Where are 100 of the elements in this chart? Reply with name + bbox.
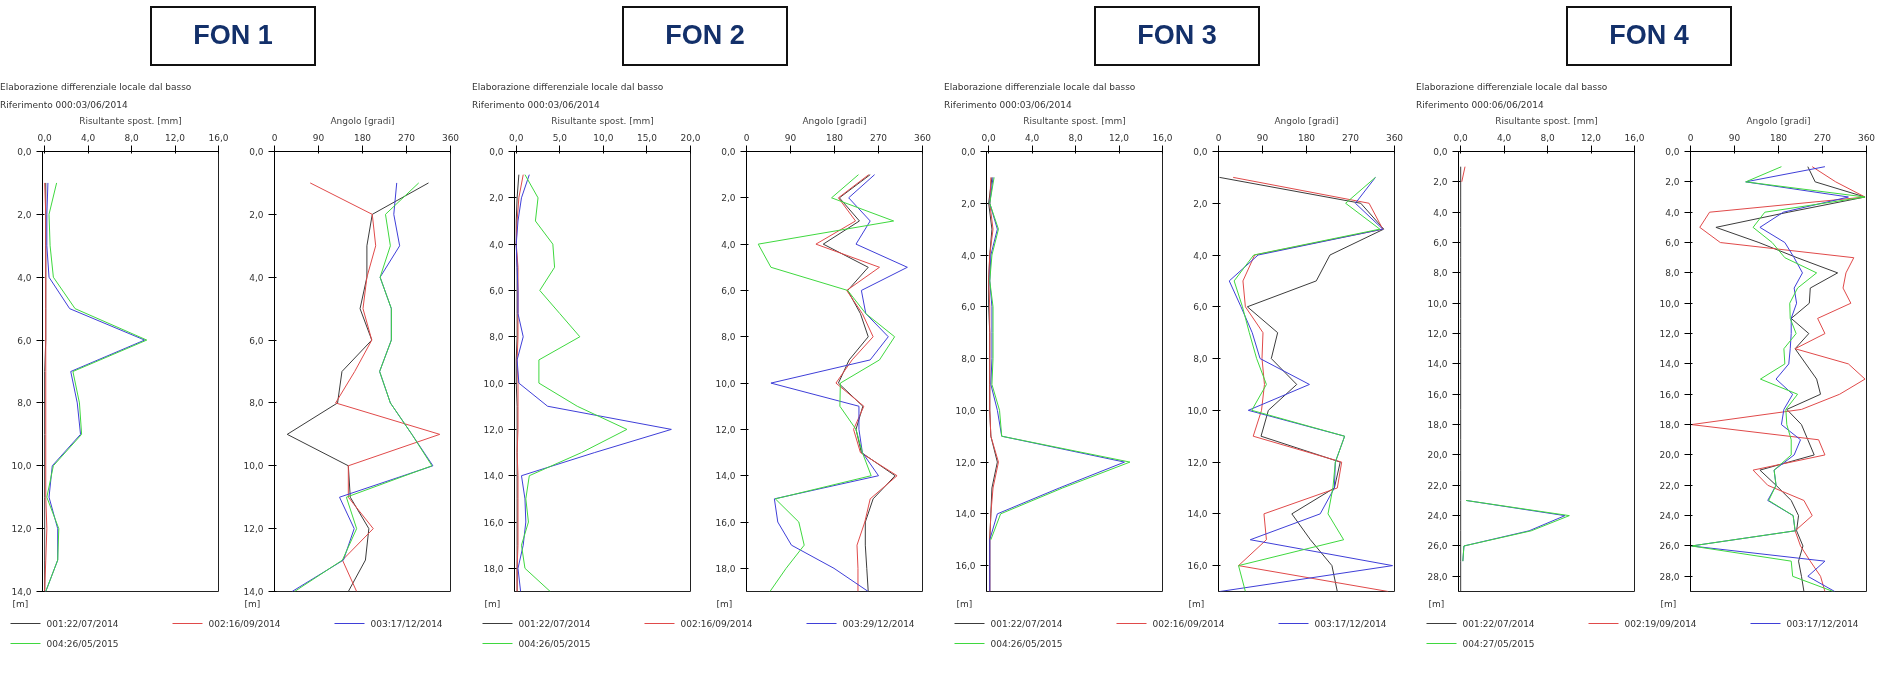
y-tick-label: 8,0	[17, 398, 32, 409]
y-tick-label: 12,0	[1427, 329, 1448, 340]
y-tick-label: 4,0	[249, 272, 264, 283]
x-tick-label: 16,0	[1152, 132, 1173, 143]
y-axis-title: [m]	[956, 598, 973, 609]
x-axis-title: Risultante spost. [mm]	[79, 115, 182, 126]
y-tick-label: 2,0	[721, 193, 736, 204]
y-axis-title: [m]	[484, 598, 501, 609]
y-tick-label: 12,0	[483, 424, 504, 435]
x-tick-label: 360	[441, 132, 460, 143]
y-tick-label: 14,0	[1427, 359, 1448, 370]
y-tick-label: 26,0	[1659, 541, 1680, 552]
y-tick-label: 6,0	[17, 335, 32, 346]
y-tick-label: 12,0	[11, 524, 32, 535]
legend-label: 001:22/07/2014	[518, 618, 591, 629]
y-tick-label: 10,0	[243, 461, 264, 472]
x-axis-title: Angolo [gradi]	[802, 115, 867, 126]
y-tick-label: 4,0	[17, 272, 32, 283]
x-tick-label: 0,0	[509, 132, 524, 143]
y-tick-label: 0,0	[249, 147, 264, 157]
y-tick-label: 0,0	[1433, 147, 1448, 157]
y-tick-label: 14,0	[955, 509, 976, 520]
legend-label: 004:26/05/2015	[46, 638, 119, 649]
legend-label: 001:22/07/2014	[1462, 618, 1535, 629]
y-tick-label: 10,0	[715, 378, 736, 389]
y-axis-title: [m]	[1428, 598, 1445, 609]
x-tick-label: 90	[1728, 132, 1741, 143]
y-axis-title: [m]	[1660, 598, 1677, 609]
y-tick-label: 8,0	[489, 332, 504, 343]
y-axis-title: [m]	[12, 598, 29, 609]
y-tick-label: 16,0	[715, 517, 736, 528]
x-tick-label: 4,0	[1024, 132, 1040, 143]
y-tick-label: 12,0	[955, 457, 976, 468]
y-tick-label: 24,0	[1659, 511, 1680, 522]
x-tick-label: 0	[743, 132, 750, 143]
x-tick-label: 180	[1769, 132, 1788, 143]
y-tick-label: 14,0	[1187, 509, 1208, 520]
y-tick-label: 14,0	[243, 587, 264, 597]
y-tick-label: 0,0	[721, 147, 736, 157]
y-tick-label: 12,0	[715, 424, 736, 435]
legend-label: 003:17/12/2014	[1314, 618, 1387, 629]
x-tick-label: 180	[353, 132, 372, 143]
text: Riferimento 000:03/06/2014	[0, 99, 128, 112]
y-tick-label: 2,0	[961, 198, 976, 209]
y-tick-label: 4,0	[1433, 207, 1448, 218]
x-tick-label: 90	[784, 132, 797, 143]
text: Riferimento 000:06/06/2014	[1416, 99, 1544, 112]
y-tick-label: 10,0	[1187, 405, 1208, 416]
y-tick-label: 12,0	[1659, 329, 1680, 340]
chart-subtitle: Elaborazione differenziale locale dal basso	[944, 81, 1136, 94]
x-tick-label: 180	[825, 132, 844, 143]
x-tick-label: 5,0	[552, 132, 568, 143]
y-tick-label: 8,0	[1665, 268, 1680, 279]
y-tick-label: 0,0	[1665, 147, 1680, 157]
x-tick-label: 0,0	[37, 132, 53, 143]
y-tick-label: 18,0	[1427, 420, 1448, 431]
legend-label: 003:17/12/2014	[370, 618, 443, 629]
y-tick-label: 4,0	[1193, 250, 1208, 261]
y-tick-label: 26,0	[1427, 541, 1448, 552]
y-tick-label: 6,0	[1433, 238, 1448, 249]
y-tick-label: 12,0	[1187, 457, 1208, 468]
y-tick-label: 8,0	[249, 398, 264, 409]
x-tick-label: 16,0	[1624, 132, 1645, 143]
legend-label: 002:16/09/2014	[1152, 618, 1225, 629]
y-tick-label: 6,0	[489, 285, 504, 296]
x-tick-label: 8,0	[1068, 132, 1084, 143]
x-tick-label: 4,0	[80, 132, 96, 143]
y-tick-label: 16,0	[1427, 389, 1448, 400]
x-tick-label: 20,0	[680, 132, 701, 143]
y-tick-label: 6,0	[249, 335, 264, 346]
y-tick-label: 14,0	[1659, 359, 1680, 370]
y-tick-label: 10,0	[955, 405, 976, 416]
y-tick-label: 4,0	[1665, 207, 1680, 218]
x-tick-label: 12,0	[1109, 132, 1130, 143]
y-tick-label: 0,0	[489, 147, 504, 157]
x-tick-label: 8,0	[1540, 132, 1556, 143]
y-tick-label: 2,0	[17, 209, 32, 220]
legend-label: 004:26/05/2015	[518, 638, 591, 649]
y-tick-label: 0,0	[1193, 147, 1208, 157]
x-tick-label: 0	[1687, 132, 1694, 143]
legend-label: 004:26/05/2015	[990, 638, 1063, 649]
legend-label: 004:27/05/2015	[1462, 638, 1535, 649]
y-tick-label: 0,0	[17, 147, 32, 157]
y-tick-label: 16,0	[1659, 389, 1680, 400]
x-tick-label: 360	[913, 132, 932, 143]
x-tick-label: 0	[1215, 132, 1222, 143]
y-tick-label: 2,0	[489, 193, 504, 204]
y-tick-label: 2,0	[249, 209, 264, 220]
chart-title: FON 1	[150, 6, 316, 66]
x-tick-label: 16,0	[208, 132, 229, 143]
y-tick-label: 4,0	[961, 250, 976, 261]
legend-label: 002:16/09/2014	[208, 618, 281, 629]
x-tick-label: 4,0	[1496, 132, 1512, 143]
x-tick-label: 0,0	[981, 132, 997, 143]
y-tick-label: 16,0	[483, 517, 504, 528]
chart-title: FON 4	[1566, 6, 1732, 66]
y-axis-title: [m]	[1188, 598, 1205, 609]
y-tick-label: 18,0	[483, 563, 504, 574]
y-tick-label: 4,0	[721, 239, 736, 250]
y-tick-label: 18,0	[1659, 420, 1680, 431]
